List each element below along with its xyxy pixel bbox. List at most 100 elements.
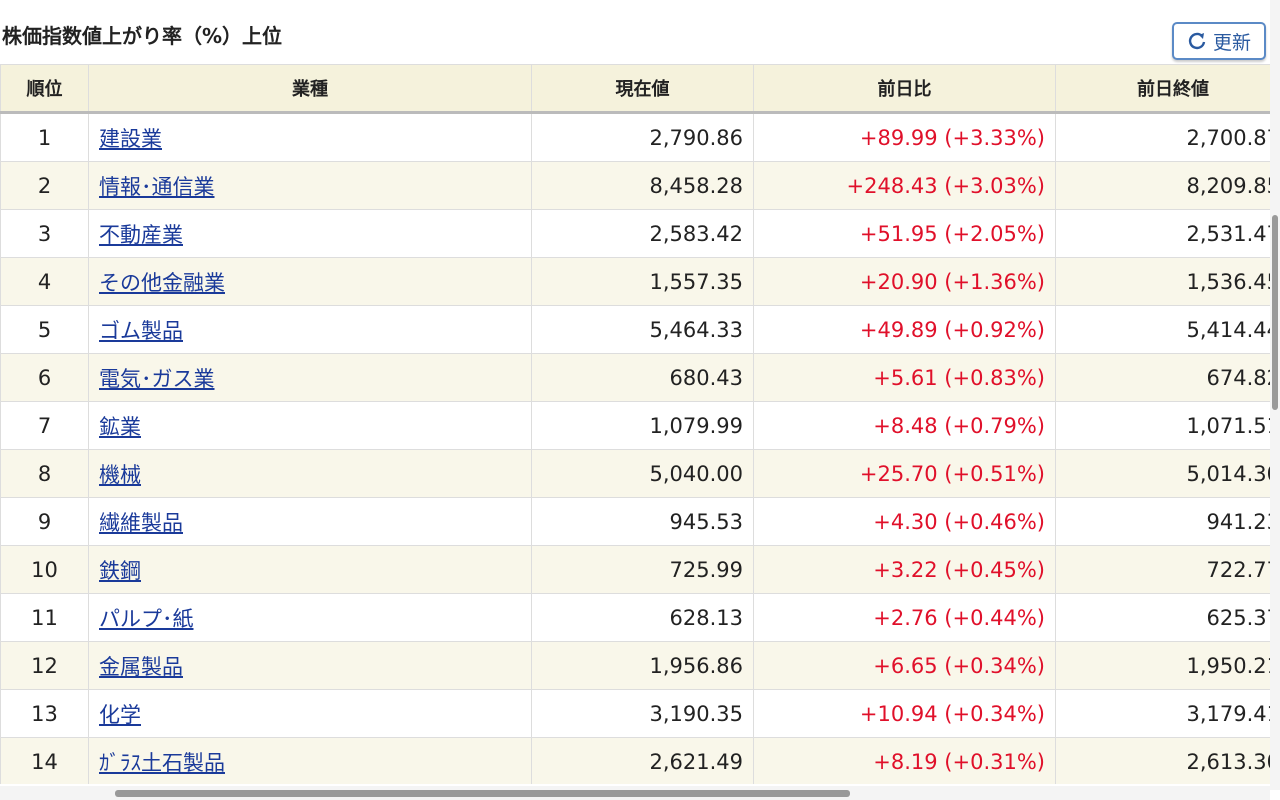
prev-close: 3,179.41	[1055, 689, 1270, 738]
change: +4.30	[873, 509, 938, 534]
change-pct: (+2.05%)	[944, 221, 1045, 246]
prev-close: 941.23	[1055, 497, 1270, 546]
industry-cell: 電気･ガス業	[88, 353, 532, 402]
row: 6 電気･ガス業 680.43+5.61 (+0.83%)674.82	[0, 353, 1270, 402]
change-pct: (+0.44%)	[944, 605, 1045, 630]
price: 8,458.28	[531, 161, 754, 210]
industry-link[interactable]: 電気･ガス業	[99, 366, 215, 391]
industry-cell: 鉄鋼	[88, 545, 532, 594]
change: +10.94	[859, 701, 938, 726]
industry-link[interactable]: 繊維製品	[99, 510, 183, 535]
change-pct: (+0.46%)	[944, 509, 1045, 534]
prev-close: 5,414.44	[1055, 305, 1270, 354]
change: +25.70	[859, 461, 938, 486]
row: 2 情報･通信業 8,458.28 +248.43 (+3.03%) 8,209.85	[0, 161, 1270, 210]
prev-close: 8,209.85	[1055, 161, 1270, 210]
change: +248.43	[846, 173, 938, 198]
rank: 13	[0, 689, 89, 738]
industry-link[interactable]: 不動産業	[99, 222, 183, 247]
industry-cell: 不動産業	[88, 209, 532, 258]
industry-link[interactable]: 情報･通信業	[99, 174, 215, 199]
change-pct: (+1.36%)	[944, 269, 1045, 294]
change-cell: +49.89 (+0.92%)	[753, 305, 1056, 354]
industry-link[interactable]: 機械	[99, 462, 141, 487]
v-scroll-thumb[interactable]	[1272, 215, 1278, 410]
price: 2,621.49	[531, 737, 754, 784]
prev-close: 674.82	[1055, 353, 1270, 402]
price: 680.43	[531, 353, 754, 402]
industry-cell: その他金融業	[88, 257, 532, 306]
column-header: 業種	[88, 64, 532, 114]
change: +8.19	[873, 749, 938, 774]
industry-cell: 情報･通信業	[88, 161, 532, 210]
h-scroll-thumb[interactable]	[115, 790, 850, 797]
price: 5,464.33	[531, 305, 754, 354]
prev-close: 625.37	[1055, 593, 1270, 642]
rank: 11	[0, 593, 89, 642]
rank: 12	[0, 641, 89, 690]
price: 945.53	[531, 497, 754, 546]
industry-link[interactable]: ゴム製品	[99, 318, 183, 343]
price: 1,079.99	[531, 401, 754, 450]
prev-close: 1,536.45	[1055, 257, 1270, 306]
price: 3,190.35	[531, 689, 754, 738]
prev-close: 5,014.30	[1055, 449, 1270, 498]
rank: 4	[0, 257, 89, 306]
change: +20.90	[859, 269, 938, 294]
change-cell: +10.94 (+0.34%)	[753, 689, 1056, 738]
prev-close: 2,700.87	[1055, 112, 1270, 162]
rank: 1	[0, 112, 89, 162]
change: +5.61	[873, 365, 938, 390]
industry-cell: 金属製品	[88, 641, 532, 690]
price: 5,040.00	[531, 449, 754, 498]
industry-cell: パルプ･紙	[88, 593, 532, 642]
industry-link[interactable]: 建設業	[99, 126, 162, 151]
change-cell: +8.48 (+0.79%)	[753, 401, 1056, 450]
rank: 5	[0, 305, 89, 354]
change: +51.95	[859, 221, 938, 246]
rank: 6	[0, 353, 89, 402]
change-pct: (+0.31%)	[944, 749, 1045, 774]
change-pct: (+3.33%)	[944, 125, 1045, 150]
industry-link[interactable]: 金属製品	[99, 654, 183, 679]
change-cell: +5.61 (+0.83%)	[753, 353, 1056, 402]
industry-cell: 建設業	[88, 112, 532, 162]
industry-link[interactable]: 鉄鋼	[99, 558, 141, 583]
industry-link[interactable]: パルプ･紙	[99, 606, 194, 631]
price: 1,557.35	[531, 257, 754, 306]
price: 1,956.86	[531, 641, 754, 690]
price: 628.13	[531, 593, 754, 642]
change-pct: (+0.45%)	[944, 557, 1045, 582]
change-cell: +6.65 (+0.34%)	[753, 641, 1056, 690]
change-cell: +4.30 (+0.46%)	[753, 497, 1056, 546]
column-header: 順位	[0, 64, 89, 114]
prev-close: 1,950.21	[1055, 641, 1270, 690]
rank: 2	[0, 161, 89, 210]
column-header: 前日比	[753, 64, 1056, 114]
prev-close: 1,071.51	[1055, 401, 1270, 450]
table-wrap: 順位 業種 現在値 前日比 前日終値 1 建設業 2,790.86 +89.99 (+3.33…	[0, 64, 1270, 784]
refresh-button[interactable]: 更新	[1172, 22, 1266, 60]
price: 725.99	[531, 545, 754, 594]
price: 2,790.86	[531, 112, 754, 162]
industry-link[interactable]: その他金融業	[99, 270, 225, 295]
price: 2,583.42	[531, 209, 754, 258]
industry-link[interactable]: ｶﾞﾗｽ土石製品	[99, 750, 225, 775]
change-pct: (+3.03%)	[944, 173, 1045, 198]
column-header: 現在値	[531, 64, 754, 114]
change-cell: +20.90 (+1.36%)	[753, 257, 1056, 306]
industry-link[interactable]: 鉱業	[99, 414, 141, 439]
industry-link[interactable]: 化学	[99, 702, 141, 727]
change: +6.65	[873, 653, 938, 678]
prev-close: 722.77	[1055, 545, 1270, 594]
change-pct: (+0.34%)	[944, 701, 1045, 726]
change: +3.22	[873, 557, 938, 582]
